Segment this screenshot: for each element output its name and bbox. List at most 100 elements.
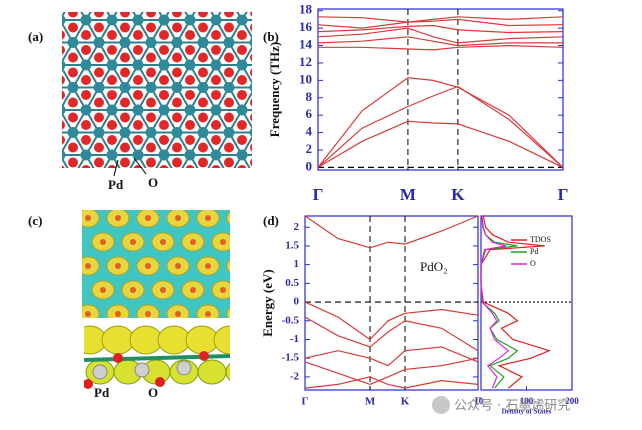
o-atom [29,165,39,175]
o-atom [159,120,169,130]
atom-label: Pd [94,385,110,400]
pd-atom [185,195,196,206]
pd-atom [210,149,222,161]
pd-atom [236,14,248,26]
bond [34,155,47,178]
atom-label: O [148,385,158,400]
o-atom [199,351,209,361]
pd-atom [224,0,235,3]
density-core [85,311,91,317]
o-atom [68,157,78,168]
o-atom [263,180,273,190]
o-atom [107,135,117,145]
bond [60,200,73,223]
y-tick-label: 2 [294,221,300,233]
bond [47,178,60,201]
o-atom [276,158,286,168]
pd-atom [172,0,183,3]
y-tick-label: 2 [306,141,313,156]
pd-atom [106,104,118,116]
dispersion-curve [317,120,564,168]
pd-atom [184,14,196,26]
atom-label: O [148,175,158,190]
x-tick-label: Γ [302,396,309,408]
density-core [100,239,106,245]
o-atom [94,97,104,108]
o-atom [211,90,221,100]
density-core [115,215,121,221]
pd-atom [236,149,248,161]
o-atom [29,75,39,85]
y-tick-label: 1 [294,258,300,270]
pd-atom [210,14,222,26]
o-atom [185,0,195,10]
density-lobe [185,325,219,355]
o-atom [146,22,156,33]
bond [268,0,281,20]
density-core [220,287,226,293]
x-tick-label: 0 [479,396,484,406]
density-lobe [226,307,230,318]
dispersion-curve [304,346,479,367]
o-atom [237,165,247,168]
o-atom [172,52,182,63]
pd-atom [132,59,144,71]
o-atom [198,12,208,18]
o-atom [185,30,195,40]
o-atom [133,0,143,10]
pd-atom [250,0,261,3]
o-atom [198,112,208,123]
o-atom [42,188,52,198]
pd-atom [106,149,118,161]
bond [255,155,268,178]
plot-frame [304,215,479,391]
bond [242,178,255,201]
o-atom [159,30,169,40]
pd-atom [249,82,252,93]
o-atom [146,12,156,18]
y-tick-label: -1.5 [282,352,300,364]
bond [268,178,281,201]
panel-label: (c) [28,213,42,228]
o-atom [107,0,117,10]
y-axis-label: Energy (eV) [260,269,275,337]
o-atom [94,67,104,78]
pd-atom [171,82,183,93]
x-tick-label: 100 [520,396,534,406]
density-core [145,263,151,269]
o-atom [276,143,286,153]
o-atom [250,188,260,198]
o-atom [211,45,221,55]
pd-atom [249,37,252,48]
x-axis-label: Density of States [502,408,552,416]
density-core [145,215,151,221]
dispersion-curve [317,24,564,34]
o-atom [146,157,156,168]
density-core [100,287,106,293]
pd-atom [92,364,108,380]
o-atom [198,188,208,198]
density-core [175,263,181,269]
y-tick-label: 0.5 [285,277,299,289]
pd-atom [197,37,209,48]
bond [47,133,60,156]
o-atom [68,112,78,123]
bond [281,0,294,20]
o-atom [289,135,299,145]
pd-atom [81,195,92,206]
o-atom [133,180,143,190]
o-atom [250,113,252,122]
y-tick-label: 0 [306,158,313,173]
bond [125,178,138,201]
dos-curve [480,215,519,389]
y-tick-label: -1 [290,333,299,345]
pd-atom [263,15,274,26]
pd-atom [29,105,40,116]
density-core [160,287,166,293]
density-core [205,215,211,221]
o-atom [133,120,143,130]
bond [268,155,281,178]
o-atom [289,180,299,190]
o-atom [42,203,52,213]
atom-label: Pd [108,177,124,192]
